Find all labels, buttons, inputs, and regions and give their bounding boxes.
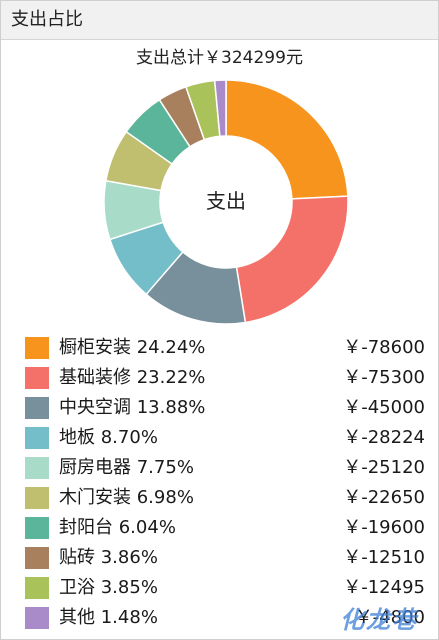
- legend-percent: 8.70%: [100, 427, 158, 448]
- legend-category-name: 木门安装: [59, 487, 131, 508]
- legend-amount: ￥-12510: [343, 547, 425, 568]
- legend-item: 基础装修 23.22% ￥-75300: [25, 364, 425, 394]
- legend-category-name: 地板: [59, 427, 95, 448]
- legend-percent: 13.88%: [136, 397, 206, 418]
- legend-swatch: [25, 337, 49, 359]
- legend-label: 封阳台 6.04%: [59, 516, 176, 540]
- watermark-logo: 化龙巷: [340, 606, 418, 634]
- donut-chart: 支出: [101, 77, 351, 327]
- legend-percent: 3.86%: [100, 547, 158, 568]
- legend-swatch: [25, 397, 49, 419]
- card-header: 支出占比: [1, 1, 438, 40]
- legend-percent: 6.98%: [136, 487, 194, 508]
- legend-percent: 6.04%: [118, 517, 176, 538]
- legend-item: 卫浴 3.85% ￥-12495: [25, 574, 425, 604]
- legend-item: 木门安装 6.98% ￥-22650: [25, 484, 425, 514]
- legend-category-name: 中央空调: [59, 397, 131, 418]
- legend-swatch: [25, 487, 49, 509]
- donut-slice-1: [225, 79, 349, 200]
- legend-percent: 1.48%: [100, 607, 158, 628]
- legend-label: 地板 8.70%: [59, 426, 158, 450]
- legend-category-name: 贴砖: [59, 547, 95, 568]
- legend-label: 木门安装 6.98%: [59, 486, 194, 510]
- legend-label: 其他 1.48%: [59, 606, 158, 630]
- legend-amount: ￥-12495: [343, 577, 425, 598]
- legend-item: 中央空调 13.88% ￥-45000: [25, 394, 425, 424]
- legend-label: 贴砖 3.86%: [59, 546, 158, 570]
- legend-item: 厨房电器 7.75% ￥-25120: [25, 454, 425, 484]
- legend-amount: ￥-28224: [343, 427, 425, 448]
- legend-category-name: 其他: [59, 607, 95, 628]
- legend-item: 地板 8.70% ￥-28224: [25, 424, 425, 454]
- legend-label: 橱柜安装 24.24%: [59, 336, 205, 360]
- expense-total: 支出总计￥324299元: [1, 46, 438, 70]
- legend: 橱柜安装 24.24% ￥-78600 基础装修 23.22% ￥-75300 中央空调…: [25, 334, 425, 634]
- legend-category-name: 厨房电器: [59, 457, 131, 478]
- legend-category-name: 卫浴: [59, 577, 95, 598]
- legend-amount: ￥-25120: [343, 457, 425, 478]
- donut-center-label: 支出: [206, 189, 246, 213]
- legend-swatch: [25, 457, 49, 479]
- legend-swatch: [25, 577, 49, 599]
- expense-total-text: 支出总计￥324299元: [136, 48, 303, 68]
- legend-amount: ￥-22650: [343, 487, 425, 508]
- legend-amount: ￥-75300: [343, 367, 425, 388]
- donut-chart-svg: [103, 79, 349, 325]
- legend-swatch: [25, 427, 49, 449]
- legend-swatch: [25, 367, 49, 389]
- legend-amount: ￥-78600: [343, 337, 425, 358]
- legend-item: 封阳台 6.04% ￥-19600: [25, 514, 425, 544]
- legend-item: 橱柜安装 24.24% ￥-78600: [25, 334, 425, 364]
- legend-swatch: [25, 607, 49, 629]
- legend-category-name: 基础装修: [59, 367, 131, 388]
- legend-label: 中央空调 13.88%: [59, 396, 205, 420]
- legend-percent: 3.85%: [100, 577, 158, 598]
- legend-label: 基础装修 23.22%: [59, 366, 205, 390]
- legend-percent: 24.24%: [136, 337, 206, 358]
- legend-category-name: 封阳台: [59, 517, 113, 538]
- legend-swatch: [25, 517, 49, 539]
- legend-amount: ￥-4800: [354, 607, 425, 628]
- legend-category-name: 橱柜安装: [59, 337, 131, 358]
- donut-slice-10: [213, 79, 227, 138]
- legend-label: 卫浴 3.85%: [59, 576, 158, 600]
- legend-percent: 7.75%: [136, 457, 194, 478]
- donut-slice-2: [235, 195, 349, 324]
- legend-amount: ￥-19600: [343, 517, 425, 538]
- legend-item: 贴砖 3.86% ￥-12510: [25, 544, 425, 574]
- legend-item: 其他 1.48% ￥-4800: [25, 604, 425, 634]
- legend-swatch: [25, 547, 49, 569]
- legend-amount: ￥-45000: [343, 397, 425, 418]
- card-title: 支出占比: [11, 9, 83, 30]
- legend-percent: 23.22%: [136, 367, 206, 388]
- legend-label: 厨房电器 7.75%: [59, 456, 194, 480]
